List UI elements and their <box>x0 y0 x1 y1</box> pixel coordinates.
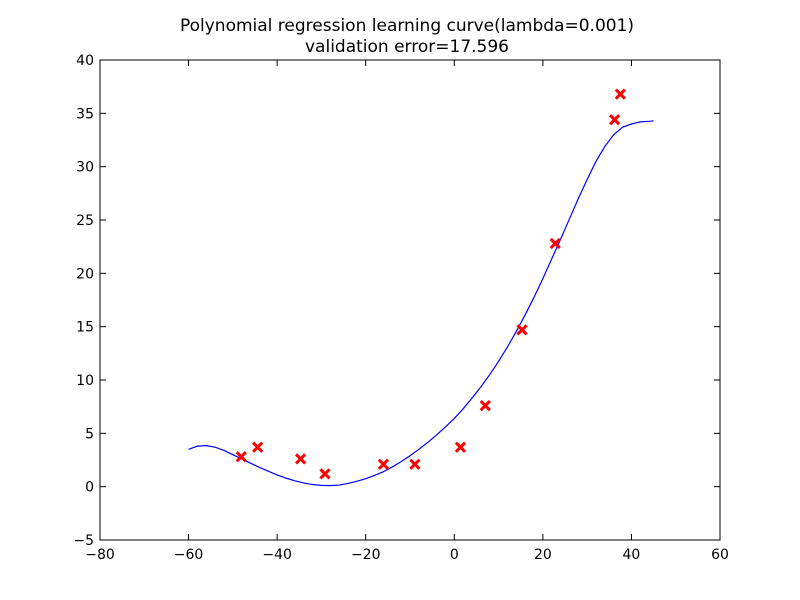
y-tick-label: −5 <box>73 533 94 549</box>
data-point <box>614 88 626 100</box>
y-tick-label: 5 <box>85 426 94 442</box>
x-tick-label: 40 <box>623 547 641 563</box>
data-point <box>252 441 264 453</box>
y-tick-label: 15 <box>76 320 94 336</box>
y-tick-label: 20 <box>76 266 94 282</box>
data-point <box>479 399 491 412</box>
plot-frame <box>99 59 721 541</box>
y-tick-label: 30 <box>76 160 94 176</box>
x-tick-label: 60 <box>711 547 729 563</box>
x-tick-label: 20 <box>534 547 552 563</box>
data-point <box>294 453 307 465</box>
data-point <box>608 114 621 126</box>
data-point <box>549 237 561 250</box>
x-tick-label: −60 <box>174 547 204 563</box>
x-tick-label: −80 <box>85 547 115 563</box>
plot-area: −80 −60 −40 −20 0 20 40 60 −5 0 5 10 15 20 25 30 35 40 <box>73 53 729 563</box>
y-tick-label: 25 <box>76 213 94 229</box>
fit-curve <box>188 120 654 487</box>
chart-title-line-1: Polynomial regression learning curve(lam… <box>180 16 634 36</box>
data-point <box>516 324 528 336</box>
x-tick-label: −20 <box>351 547 381 563</box>
chart-title-line-2: validation error=17.596 <box>305 37 509 57</box>
data-point <box>454 441 467 453</box>
data-point <box>377 458 390 470</box>
data-point <box>319 468 331 480</box>
x-tick-label: −40 <box>262 547 292 563</box>
y-tick-label: 35 <box>76 106 94 122</box>
data-point <box>235 451 247 463</box>
y-tick-label: 0 <box>85 480 94 496</box>
y-tick-label: 10 <box>76 373 94 389</box>
x-tick-label: 0 <box>450 547 459 563</box>
plot-background <box>100 60 720 540</box>
data-point <box>409 458 421 470</box>
y-tick-label: 40 <box>76 53 94 69</box>
